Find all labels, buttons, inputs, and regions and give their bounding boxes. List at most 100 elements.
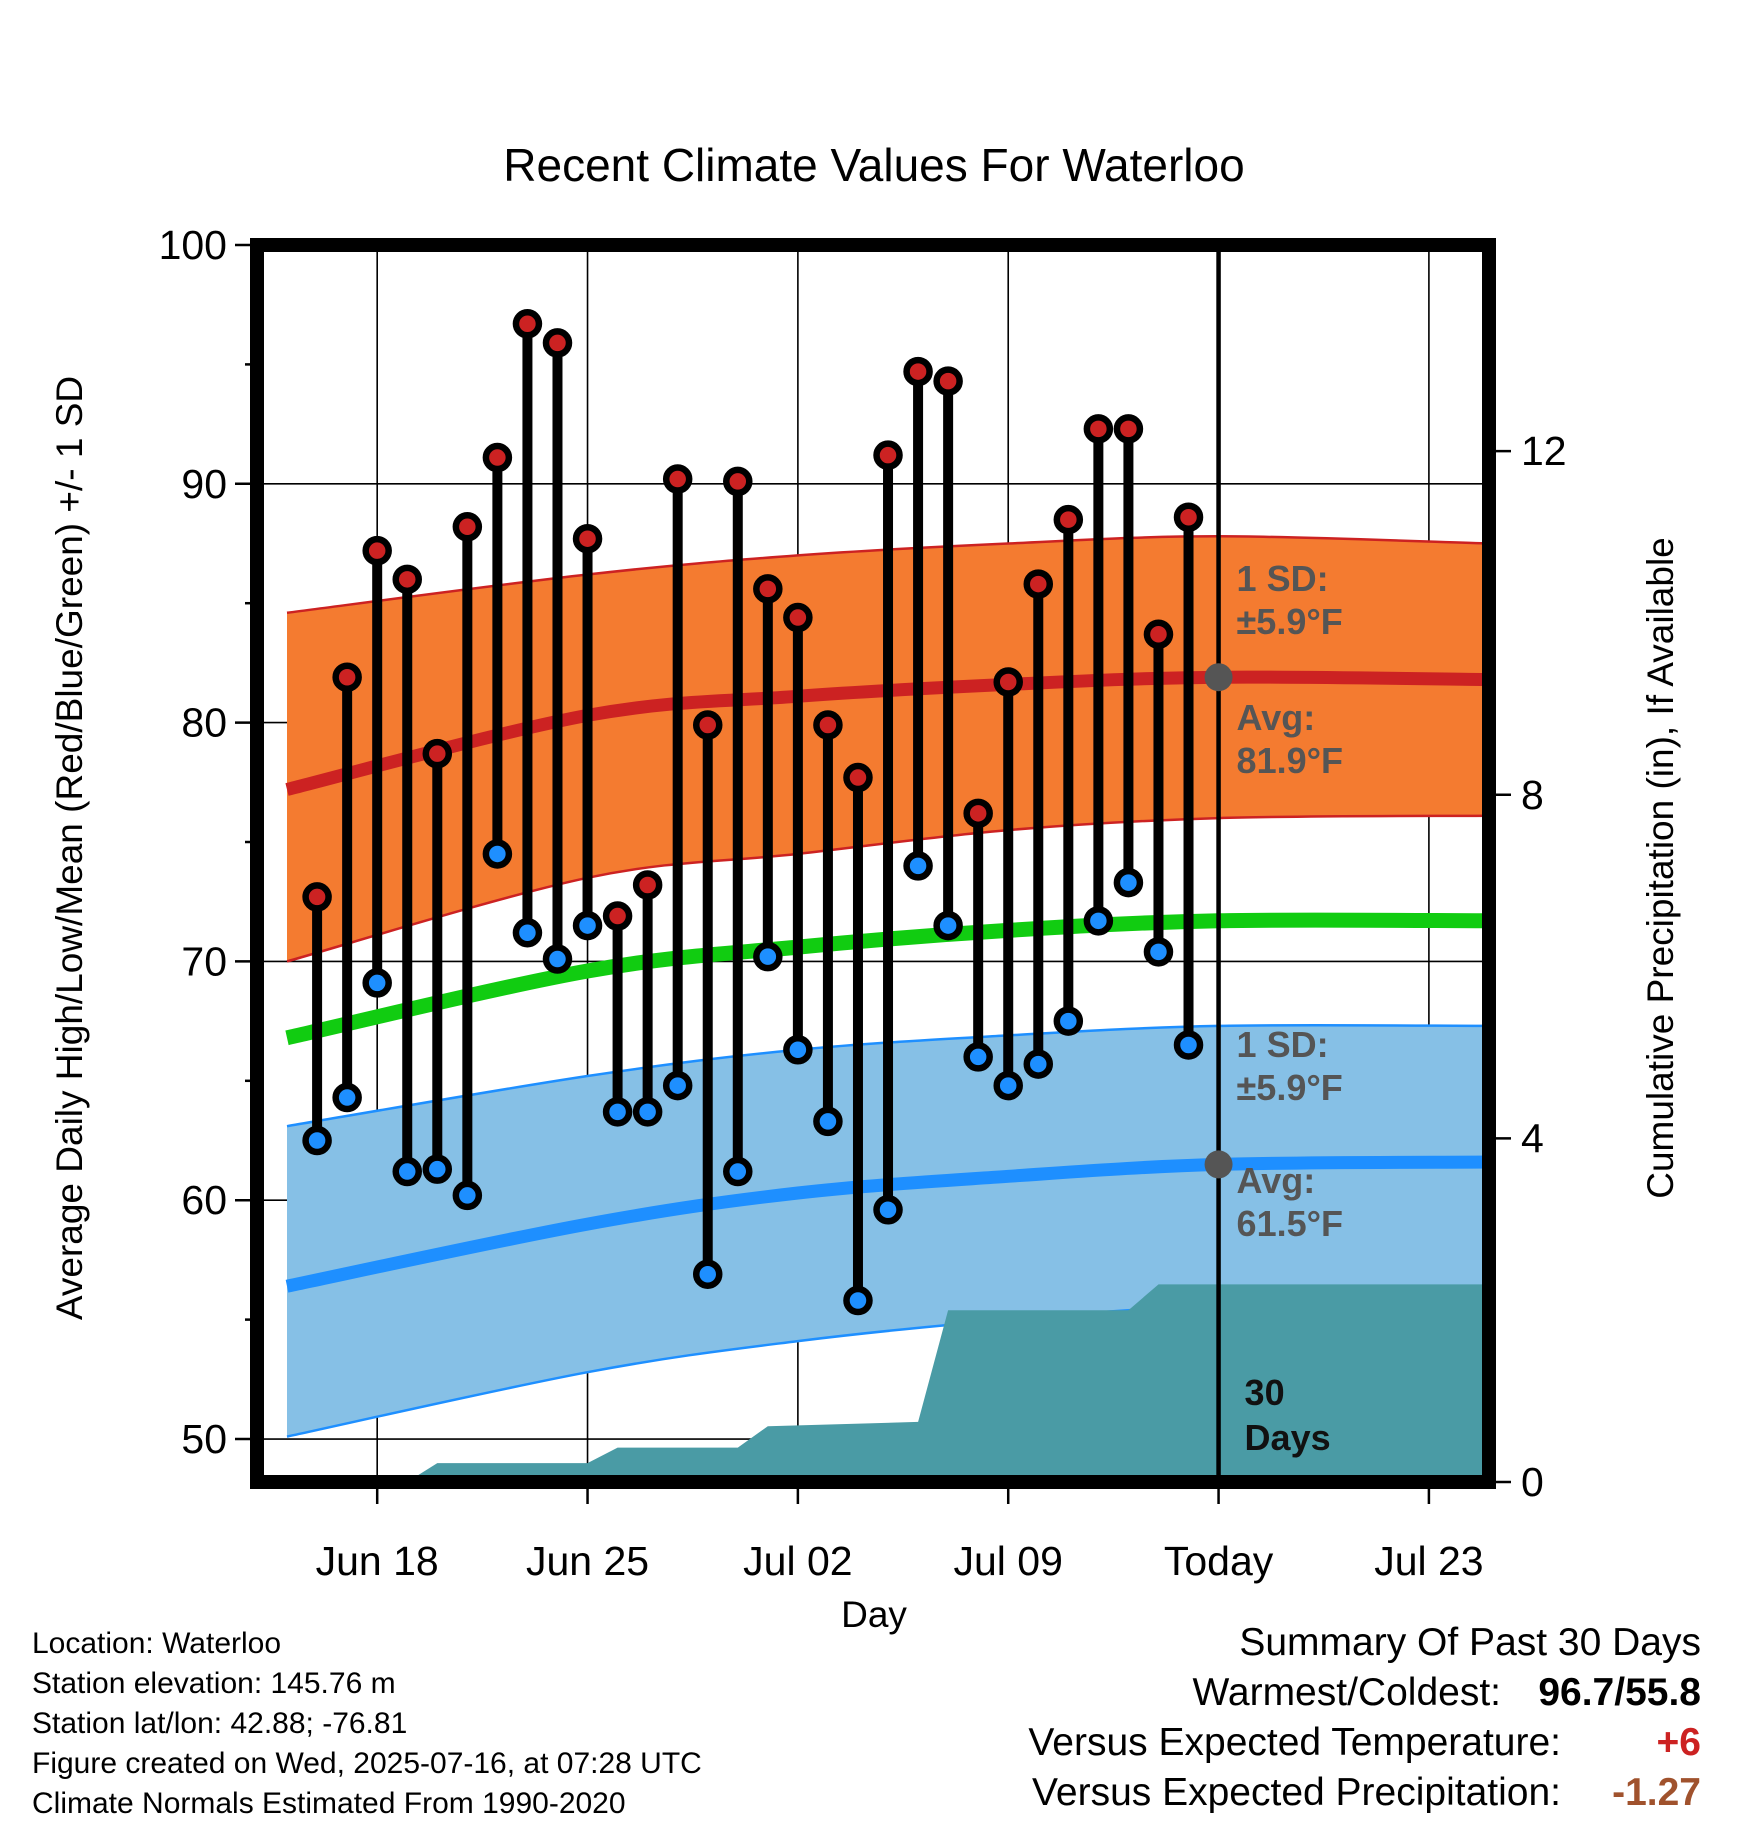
low-point <box>933 910 963 941</box>
normal-mean-line <box>285 912 1489 1046</box>
y2-tick-label: 0 <box>1521 1459 1544 1505</box>
low-point <box>302 1125 332 1156</box>
high-point <box>1023 569 1054 599</box>
low-point <box>873 1195 903 1225</box>
figure-created: Figure created on Wed, 2025-07-16, at 07… <box>32 1747 702 1780</box>
high-point <box>332 662 362 692</box>
low-point <box>692 1259 723 1289</box>
annotation-low-sd-val: ±5.9°F <box>1237 1067 1343 1108</box>
y2-tick-label: 12 <box>1521 428 1567 474</box>
plot-frame <box>250 238 1496 1489</box>
high-point <box>482 442 513 473</box>
high-point <box>1083 414 1114 444</box>
low-sd-band <box>287 1025 1489 1437</box>
summary-panel: Summary Of Past 30 Days Warmest/Coldest:… <box>1028 1618 1701 1818</box>
high-point <box>963 798 993 829</box>
annotation-high-avg-val: 81.9°F <box>1237 740 1343 781</box>
high-point <box>783 602 813 633</box>
high-point <box>1053 504 1084 535</box>
annotation-low-avg: Avg: <box>1237 1160 1316 1201</box>
annotation-days-b: Days <box>1245 1417 1331 1458</box>
x-tick-label: Jul 09 <box>954 1538 1063 1584</box>
y-tick-label: 60 <box>181 1177 227 1223</box>
y2-tick-label: 4 <box>1521 1115 1544 1161</box>
low-point <box>903 851 933 881</box>
x-tick-label: Today <box>1164 1538 1274 1584</box>
low-point <box>542 944 573 974</box>
low-point <box>783 1035 813 1065</box>
high-point <box>1113 414 1144 444</box>
high-point <box>602 901 633 931</box>
low-point <box>422 1154 453 1184</box>
low-point <box>482 839 513 869</box>
warm-cold-value: 96.7/55.8 <box>1538 1671 1701 1714</box>
high-point <box>903 356 933 387</box>
x-tick-label: Jul 23 <box>1374 1538 1483 1584</box>
high-point <box>753 574 783 604</box>
y2-tick-label: 8 <box>1521 772 1544 818</box>
low-point <box>1143 937 1174 967</box>
high-point <box>662 464 693 494</box>
high-point <box>302 882 332 912</box>
annotation-days-a: 30 <box>1245 1372 1285 1413</box>
station-location: Location: Waterloo <box>32 1627 282 1660</box>
temp-versus-label: Versus Expected Temperature: <box>1028 1721 1561 1764</box>
high-point <box>933 366 963 396</box>
summary-warm-cold: Warmest/Coldest: 96.7/55.8 <box>1028 1668 1701 1718</box>
station-elevation: Station elevation: 145.76 m <box>32 1667 396 1700</box>
high-point <box>813 710 843 740</box>
low-point <box>452 1180 483 1211</box>
low-point <box>993 1070 1023 1101</box>
high-point <box>572 523 603 554</box>
low-point <box>632 1097 663 1127</box>
high-point <box>843 762 873 793</box>
low-point <box>843 1285 873 1316</box>
annotation-high-sd: 1 SD: <box>1237 558 1329 599</box>
high-point <box>452 512 483 542</box>
temp-versus-value: +6 <box>1656 1721 1701 1764</box>
high-point <box>723 466 753 497</box>
low-point <box>332 1082 362 1113</box>
normal-low-line <box>285 1155 1489 1293</box>
low-point <box>392 1156 422 1187</box>
annotation-high-avg: Avg: <box>1237 697 1316 738</box>
low-point <box>602 1097 633 1127</box>
summary-title: Summary Of Past 30 Days <box>1239 1621 1701 1664</box>
precip-versus-label: Versus Expected Precipitation: <box>1032 1771 1561 1814</box>
high-point <box>392 564 422 595</box>
high-sd-upper-edge <box>286 535 1489 615</box>
y-axis-label: Average Daily High/Low/Mean (Red/Blue/Gr… <box>49 376 90 1320</box>
low-point <box>813 1106 843 1137</box>
annotation-high-sd-val: ±5.9°F <box>1237 601 1343 642</box>
high-point <box>632 870 663 900</box>
high-point <box>1173 502 1204 532</box>
x-axis-label: Day <box>841 1594 907 1635</box>
low-point <box>1113 867 1144 898</box>
low-point <box>512 918 543 948</box>
high-point <box>512 309 543 339</box>
chart-title: Recent Climate Values For Waterloo <box>503 139 1244 191</box>
annotation-low-sd: 1 SD: <box>1237 1024 1329 1065</box>
summary-precip: Versus Expected Precipitation: -1.27 <box>1028 1768 1701 1818</box>
low-point <box>723 1156 753 1187</box>
y-tick-label: 80 <box>181 700 227 746</box>
high-point <box>542 328 573 358</box>
station-latlon: Station lat/lon: 42.88; -76.81 <box>32 1707 408 1740</box>
today-high-avg-marker <box>1204 663 1233 692</box>
station-info: Location: Waterloo Station elevation: 14… <box>32 1624 702 1824</box>
y2-axis-label: Cumulative Precipitation (in), If Availa… <box>1640 537 1681 1199</box>
precip-versus-value: -1.27 <box>1612 1771 1701 1814</box>
x-tick-label: Jun 25 <box>526 1538 649 1584</box>
high-point <box>422 738 453 769</box>
low-point <box>572 910 603 941</box>
high-point <box>873 440 903 470</box>
y-tick-label: 50 <box>181 1416 227 1462</box>
precip-area <box>287 1284 1489 1482</box>
summary-temp: Versus Expected Temperature: +6 <box>1028 1718 1701 1768</box>
low-point <box>963 1042 993 1072</box>
low-point <box>1083 906 1114 936</box>
high-point <box>692 710 723 740</box>
low-point <box>662 1070 693 1101</box>
